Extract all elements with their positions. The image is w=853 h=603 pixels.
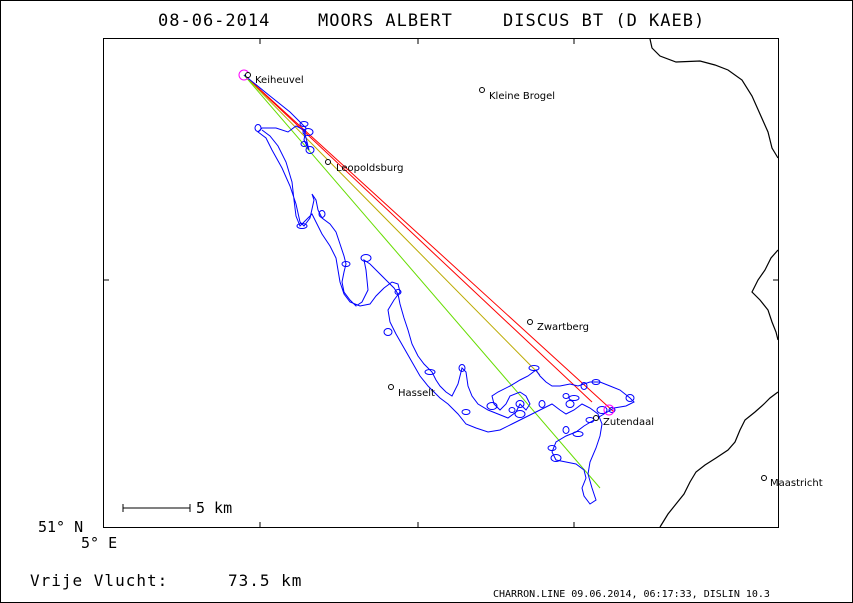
marker-maastricht: [761, 475, 767, 481]
thermal-circle: [538, 400, 546, 408]
distance-value: 73.5 km: [228, 571, 302, 590]
marker-leopoldsburg: [325, 159, 331, 165]
thermal-circle: [305, 146, 315, 154]
thermal-circle: [562, 393, 570, 399]
thermal-circle: [565, 400, 575, 408]
thermal-circle: [383, 328, 393, 336]
label-zwartberg: Zwartberg: [537, 322, 589, 333]
thermal-circle: [568, 395, 580, 401]
thermal-circle: [424, 369, 436, 375]
task-lines: [243, 74, 615, 489]
marker-keiheuvel: [245, 72, 251, 78]
thermal-circle: [585, 417, 595, 423]
thermal-circle: [394, 289, 402, 295]
task-line-red: [243, 74, 615, 413]
thermal-circle: [528, 365, 540, 371]
thermal-circle: [508, 407, 516, 413]
thermal-circle: [562, 426, 570, 434]
thermal-circle: [572, 431, 584, 437]
marker-zutendaal: [593, 415, 599, 421]
thermal-circle: [514, 410, 526, 418]
thermal-circle: [591, 379, 601, 385]
marker-zwartberg: [527, 319, 533, 325]
thermal-circle: [625, 394, 635, 402]
flight-track: [243, 74, 635, 505]
distance-label: Vrije Vlucht:: [30, 571, 168, 590]
label-kleine-brogel: Kleine Brogel: [489, 91, 555, 102]
lat-label: 51° N: [38, 518, 83, 536]
thermal-circle: [515, 400, 525, 408]
label-zutendaal: Zutendaal: [603, 417, 654, 428]
axis-ticks: [104, 39, 778, 527]
thermal-circle: [461, 409, 471, 415]
scale-bar-label: 5 km: [196, 499, 232, 517]
thermal-circle: [596, 406, 608, 414]
marker-kleine-brogel: [479, 87, 485, 93]
lon-label: 5° E: [81, 534, 117, 552]
thermal-circle: [608, 407, 616, 413]
thermal-circle: [300, 141, 308, 147]
thermal-circle: [547, 445, 557, 451]
scale-bar: [122, 504, 191, 512]
thermal-circle: [580, 382, 588, 390]
task-line-green: [243, 74, 601, 489]
title-pilot: MOORS ALBERT: [318, 11, 453, 31]
thermal-circle: [302, 128, 314, 136]
national-border: [649, 38, 779, 528]
label-hasselt: Hasselt: [398, 388, 435, 399]
finish-turnpoint-circle: [603, 404, 615, 416]
thermal-circle: [486, 402, 498, 410]
plot-frame: [103, 38, 779, 528]
credit-line: CHARRON.LINE 09.06.2014, 06:17:33, DISLI…: [493, 589, 770, 600]
thermal-circle: [360, 254, 372, 262]
label-leopoldsburg: Leopoldsburg: [336, 163, 403, 174]
label-maastricht: Maastricht: [770, 478, 823, 489]
place-markers: [245, 72, 767, 481]
thermal-circles: [254, 121, 635, 462]
thermal-circle: [254, 124, 262, 132]
thermal-circle: [550, 454, 562, 462]
thermal-circle: [341, 261, 351, 267]
label-keiheuvel: Keiheuvel: [255, 75, 304, 86]
title-date: 08-06-2014: [158, 11, 270, 31]
thermal-circle: [299, 121, 309, 127]
marker-hasselt: [388, 384, 394, 390]
task-line-red-2: [243, 74, 593, 403]
task-line-olive: [243, 74, 541, 376]
thermal-circle: [318, 210, 326, 218]
thermal-circle: [296, 223, 308, 229]
title-glider: DISCUS BT (D KAEB): [503, 11, 705, 31]
thermal-circle: [458, 364, 466, 372]
